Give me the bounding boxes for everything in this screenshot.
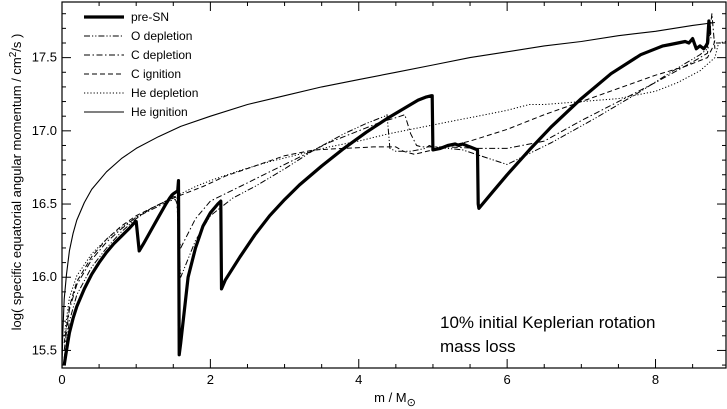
plot-border xyxy=(61,1,727,369)
legend-label-0: pre-SN xyxy=(131,10,169,24)
y-tick-label: 17.0 xyxy=(32,123,57,138)
series-line-3 xyxy=(63,39,726,344)
annotation-line-1: 10% initial Keplerian rotation xyxy=(440,313,655,332)
x-tick-label: 8 xyxy=(652,372,659,387)
legend: pre-SN O depletion C depletion C ignition He… xyxy=(84,10,198,119)
annotation-line-2: mass loss xyxy=(440,337,516,356)
x-tick-label: 2 xyxy=(207,372,214,387)
series-line-0 xyxy=(62,19,712,366)
legend-label-2: C depletion xyxy=(131,48,192,62)
x-tick-label: 4 xyxy=(355,372,362,387)
legend-label-1: O depletion xyxy=(131,29,192,43)
plot-frame xyxy=(61,1,727,369)
legend-label-3: C ignition xyxy=(131,67,181,81)
y-tick-label: 16.0 xyxy=(32,269,57,284)
x-tick-label: 6 xyxy=(504,372,511,387)
y-tick-label: 17.5 xyxy=(32,50,57,65)
x-tick-label: 0 xyxy=(58,372,65,387)
series-line-2 xyxy=(63,13,716,351)
legend-label-4: He depletion xyxy=(131,86,198,100)
series-line-5 xyxy=(62,21,715,368)
legend-label-5: He ignition xyxy=(131,105,188,119)
x-axis-title-subscript: ⊙ xyxy=(407,397,416,409)
x-axis-title: m / M⊙ xyxy=(374,390,416,409)
y-tick-label: 16.5 xyxy=(32,196,57,211)
y-axis-title-superscript: 2 xyxy=(8,51,19,57)
y-axis-title: log( specific equatorial angular momentu… xyxy=(8,34,24,331)
series-layer xyxy=(62,13,726,368)
axis-ticks: 0 2 4 6 8 15.5 16.0 16.5 17.0 17.5 xyxy=(32,2,726,387)
y-tick-label: 15.5 xyxy=(32,342,57,357)
